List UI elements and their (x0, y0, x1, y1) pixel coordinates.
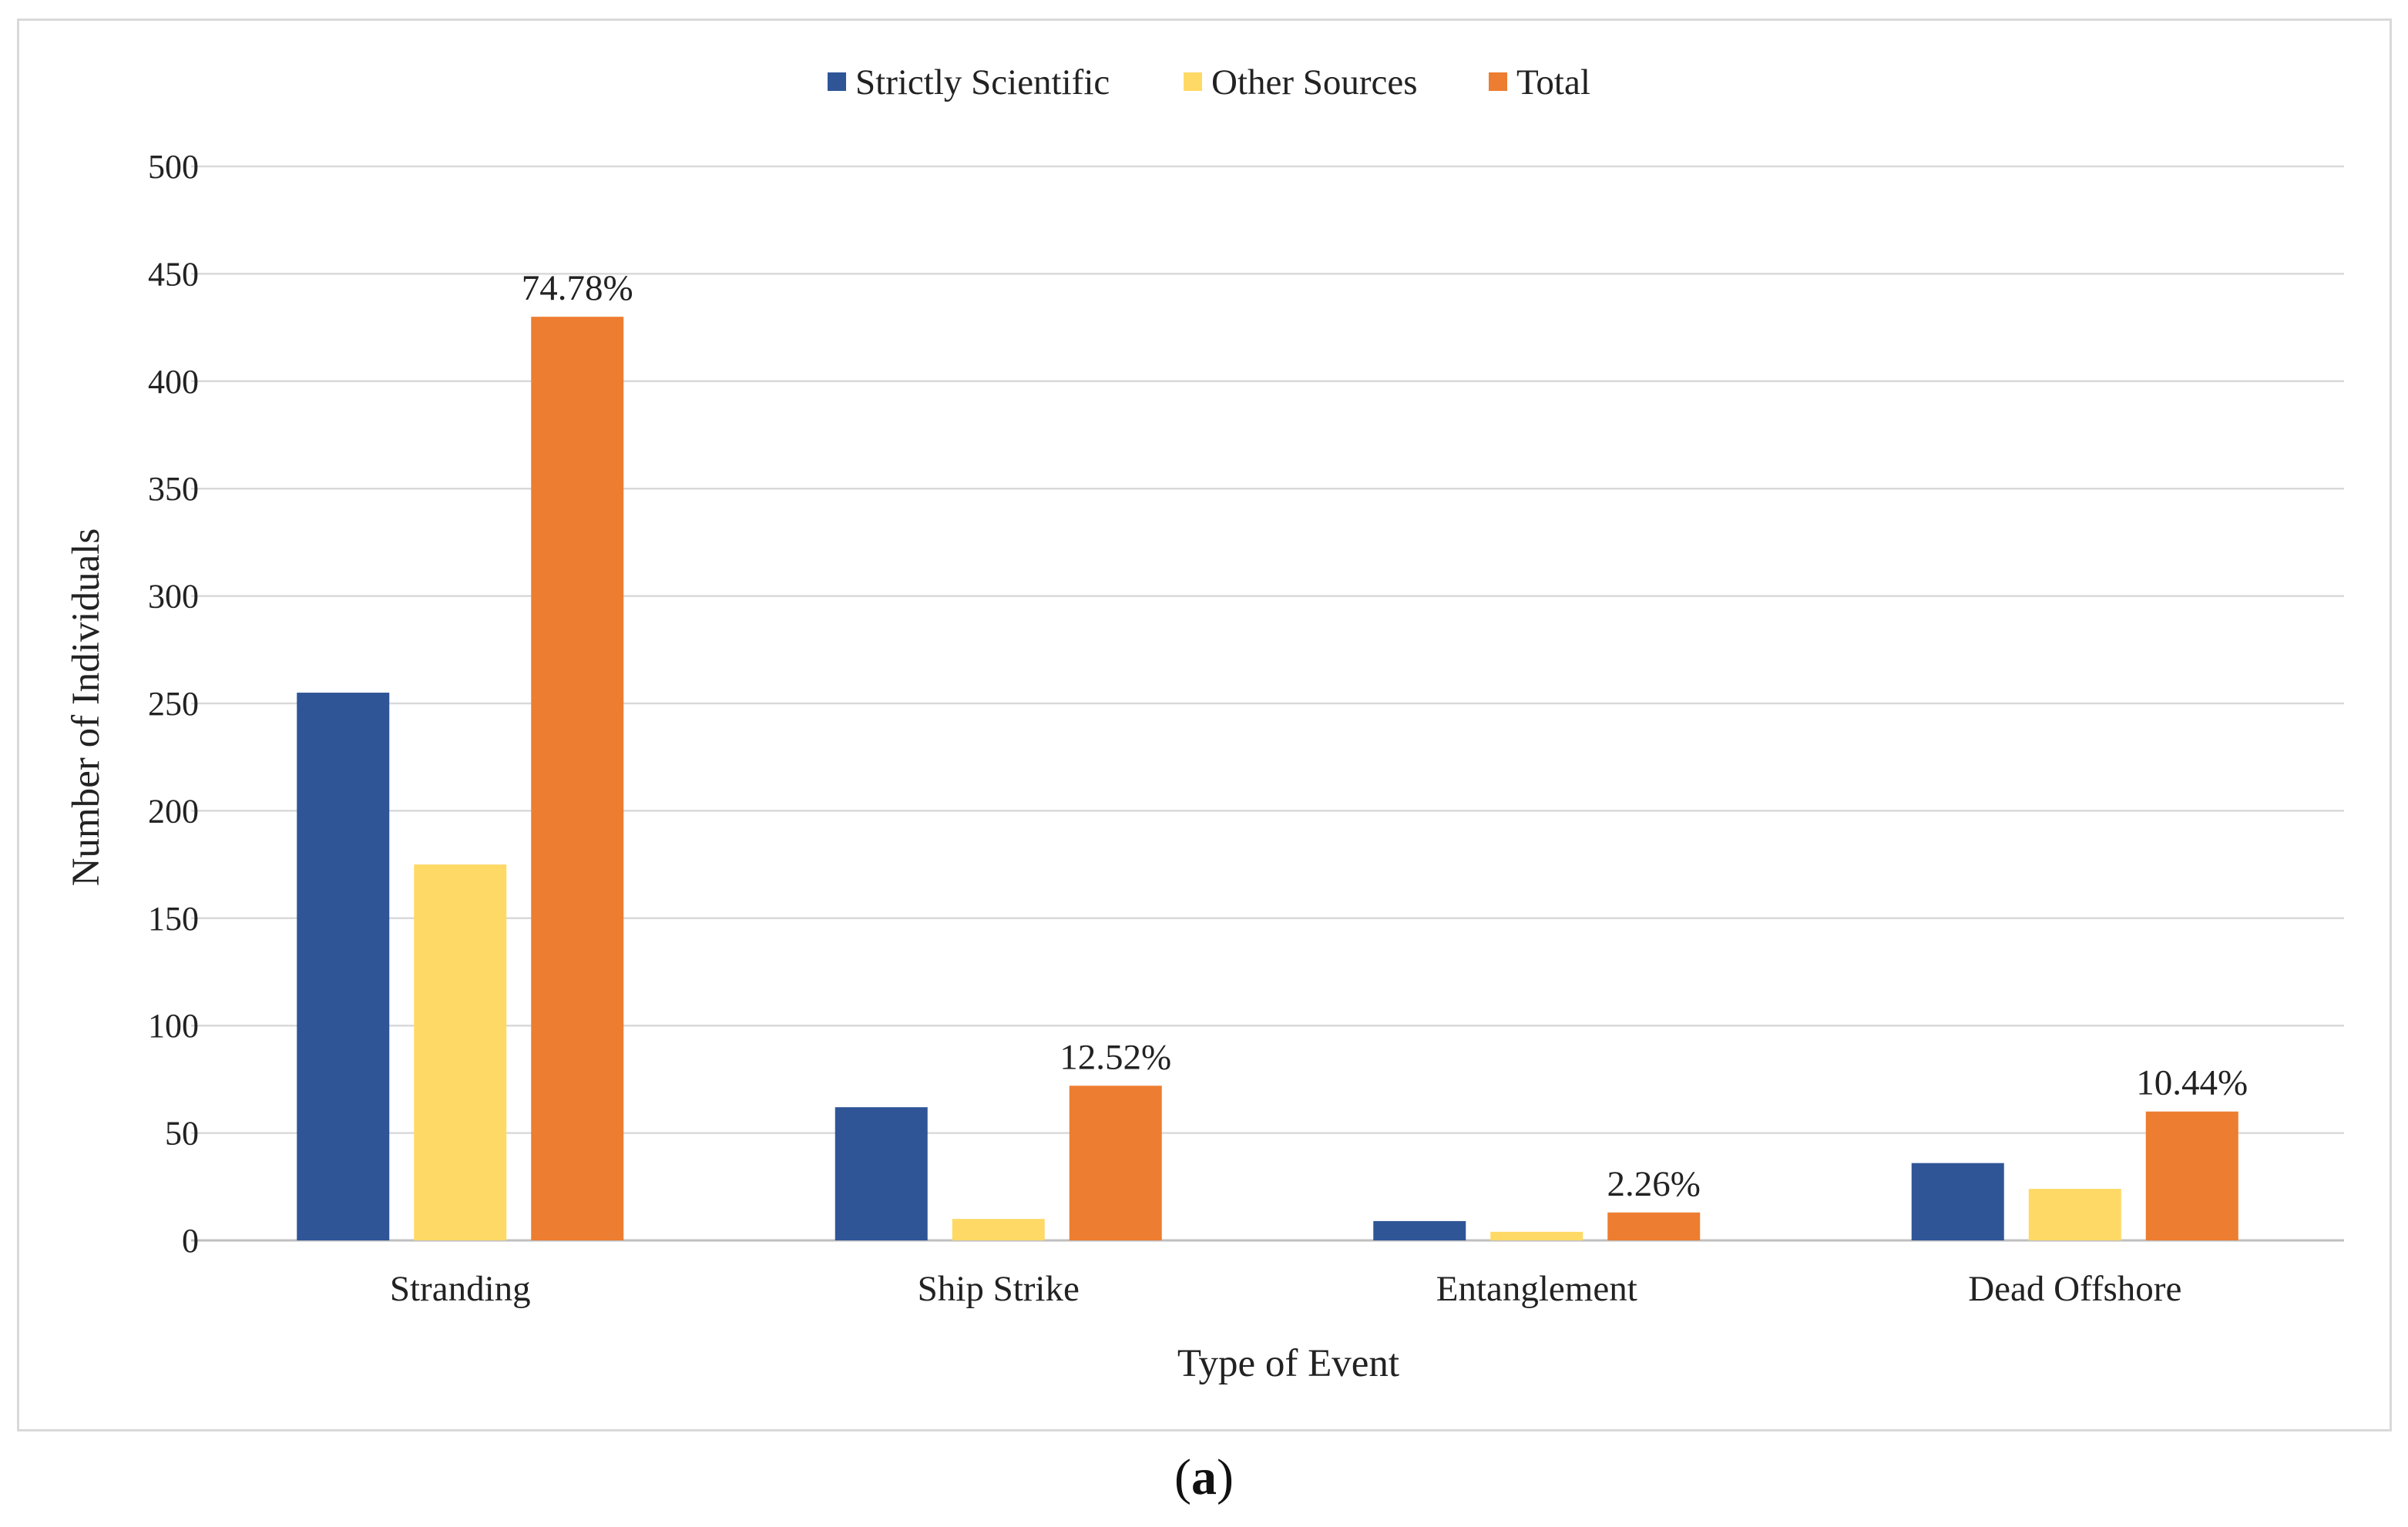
bar-strictly-scientific (297, 693, 390, 1240)
y-tick-label: 400 (148, 363, 199, 401)
y-axis-ticks: 0 50 100 150 200 250 300 350 400 450 500 (148, 148, 199, 1260)
legend-swatch (1184, 72, 1202, 91)
bar-total (1069, 1086, 1162, 1240)
data-label: 10.44% (2136, 1063, 2248, 1103)
legend-label: Other Sources (1211, 62, 1418, 102)
x-category-label: Stranding (390, 1269, 531, 1309)
x-axis-title: Type of Event (1177, 1342, 1399, 1385)
y-tick-label: 500 (148, 148, 199, 186)
y-tick-label: 50 (165, 1115, 199, 1153)
x-axis-categories: Stranding Ship Strike Entanglement Dead Off… (390, 1269, 2181, 1309)
bars (297, 317, 2238, 1240)
legend-swatch (828, 72, 846, 91)
data-label: 12.52% (1060, 1037, 1171, 1077)
bar-other-sources (1490, 1231, 1584, 1240)
panel-label-open: ( (1174, 1449, 1191, 1505)
panel-label-close: ) (1217, 1449, 1234, 1505)
x-category-label: Entanglement (1436, 1269, 1637, 1309)
y-tick-label: 350 (148, 470, 199, 508)
y-tick-label: 200 (148, 792, 199, 830)
panel-label: (a) (0, 1448, 2408, 1507)
x-category-label: Ship Strike (918, 1269, 1080, 1309)
bar-other-sources (952, 1219, 1045, 1240)
legend-label: Total (1516, 62, 1590, 102)
bar-total (531, 317, 624, 1240)
y-tick-label: 250 (148, 685, 199, 723)
bar-other-sources (2028, 1189, 2121, 1240)
y-tick-label: 450 (148, 255, 199, 293)
x-category-label: Dead Offshore (1968, 1269, 2181, 1309)
y-axis-title: Number of Individuals (65, 529, 108, 887)
y-tick-label: 100 (148, 1007, 199, 1045)
panel-label-letter: a (1191, 1449, 1217, 1505)
bar-strictly-scientific (835, 1107, 928, 1240)
legend-label: Strictly Scientific (855, 62, 1110, 102)
y-tick-label: 150 (148, 900, 199, 938)
bar-strictly-scientific (1373, 1220, 1466, 1240)
bar-strictly-scientific (1911, 1163, 2004, 1240)
bar-total (1607, 1212, 1701, 1240)
legend: Strictly Scientific Other Sources Total (828, 62, 1590, 102)
y-tick-label: 0 (182, 1222, 199, 1260)
data-label: 74.78% (522, 268, 633, 308)
data-labels: 74.78% 12.52% 2.26% 10.44% (522, 268, 2248, 1204)
bar-total (2145, 1111, 2238, 1240)
legend-swatch (1489, 72, 1507, 91)
gridlines (191, 165, 2344, 1242)
bar-other-sources (414, 864, 507, 1240)
data-label: 2.26% (1607, 1164, 1701, 1204)
y-tick-label: 300 (148, 578, 199, 616)
